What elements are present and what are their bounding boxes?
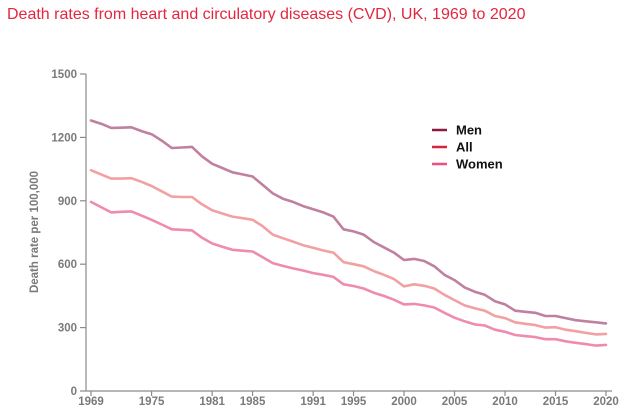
y-tick-label: 1500 xyxy=(51,69,77,81)
chart-title: Death rates from heart and circulatory d… xyxy=(7,6,526,23)
x-tick-label: 2000 xyxy=(391,396,417,408)
legend-label-women: Women xyxy=(456,157,503,172)
series-line-all xyxy=(89,168,608,336)
x-tick-label: 1981 xyxy=(199,396,225,408)
x-tick-label: 2005 xyxy=(442,396,468,408)
x-tick-label: 1975 xyxy=(139,396,165,408)
series-lines xyxy=(89,119,608,347)
x-tick-label: 2020 xyxy=(593,396,619,408)
x-tick-label: 2015 xyxy=(543,396,569,408)
x-tick-label: 1991 xyxy=(300,396,326,408)
x-tick-label: 1969 xyxy=(78,396,104,408)
series-line-men xyxy=(89,119,608,325)
y-tick-label: 900 xyxy=(58,196,77,208)
y-tick-label: 600 xyxy=(58,259,77,271)
y-axis-label: Death rate per 100,000 xyxy=(29,171,41,293)
y-tick-label: 300 xyxy=(58,323,77,335)
legend-label-all: All xyxy=(456,140,473,155)
y-ticks: 0 300 600 900 1200 1500 xyxy=(51,69,86,398)
x-tick-label: 1995 xyxy=(341,396,367,408)
x-tick-label: 1985 xyxy=(240,396,266,408)
y-tick-label: 1200 xyxy=(51,132,77,144)
legend: Men All Women xyxy=(432,123,503,172)
legend-label-men: Men xyxy=(456,123,482,138)
x-tick-label: 2010 xyxy=(492,396,518,408)
series-line-women xyxy=(89,200,608,347)
y-tick-label: 0 xyxy=(71,386,77,398)
x-ticks: 1969 1975 1981 1985 1991 1995 2000 2005 2010 2015… xyxy=(78,391,619,408)
